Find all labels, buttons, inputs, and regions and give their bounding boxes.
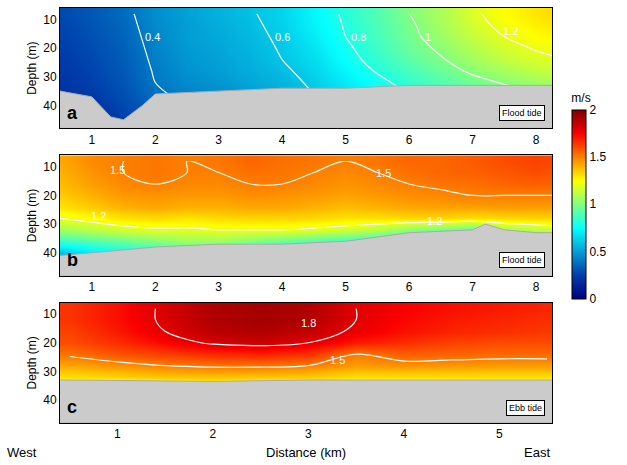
svg-text:1.5: 1.5: [330, 354, 345, 366]
svg-text:1.2: 1.2: [427, 215, 442, 227]
svg-text:2: 2: [152, 133, 159, 147]
svg-text:Distance (km): Distance (km): [266, 445, 346, 460]
svg-text:8: 8: [533, 133, 540, 147]
svg-text:8: 8: [533, 280, 540, 294]
svg-text:2: 2: [210, 427, 217, 441]
svg-text:5: 5: [342, 280, 349, 294]
svg-text:10: 10: [43, 307, 57, 321]
svg-text:40: 40: [43, 99, 57, 113]
svg-text:1.5: 1.5: [589, 150, 606, 164]
svg-text:0.6: 0.6: [275, 31, 290, 43]
svg-text:7: 7: [469, 133, 476, 147]
svg-text:30: 30: [43, 365, 57, 379]
svg-text:0.8: 0.8: [351, 31, 366, 43]
svg-text:3: 3: [215, 280, 222, 294]
svg-text:30: 30: [43, 217, 57, 231]
svg-text:5: 5: [496, 427, 503, 441]
svg-text:2: 2: [152, 280, 159, 294]
svg-text:1: 1: [88, 280, 95, 294]
svg-text:1: 1: [589, 197, 596, 211]
svg-text:Flood tide: Flood tide: [502, 255, 542, 265]
svg-text:1.2: 1.2: [503, 25, 518, 37]
svg-text:Depth (m): Depth (m): [25, 336, 39, 389]
svg-text:40: 40: [43, 393, 57, 407]
svg-text:1.5: 1.5: [376, 167, 391, 179]
svg-text:0.5: 0.5: [589, 245, 606, 259]
svg-text:m/s: m/s: [571, 91, 590, 105]
svg-text:1: 1: [88, 133, 95, 147]
svg-text:6: 6: [406, 133, 413, 147]
svg-text:Flood tide: Flood tide: [502, 108, 542, 118]
svg-text:b: b: [67, 250, 78, 270]
svg-text:0: 0: [589, 292, 596, 306]
svg-text:10: 10: [43, 160, 57, 174]
svg-text:10: 10: [43, 13, 57, 27]
svg-text:30: 30: [43, 70, 57, 84]
svg-text:a: a: [67, 103, 78, 123]
svg-text:3: 3: [305, 427, 312, 441]
svg-text:1.2: 1.2: [91, 210, 106, 222]
svg-text:20: 20: [43, 41, 57, 55]
svg-text:5: 5: [342, 133, 349, 147]
svg-text:3: 3: [215, 133, 222, 147]
svg-text:4: 4: [279, 280, 286, 294]
svg-text:1: 1: [114, 427, 121, 441]
svg-text:40: 40: [43, 246, 57, 260]
svg-text:20: 20: [43, 336, 57, 350]
svg-text:4: 4: [401, 427, 408, 441]
svg-text:East: East: [524, 445, 550, 460]
svg-text:7: 7: [469, 280, 476, 294]
svg-text:1.5: 1.5: [110, 164, 125, 176]
svg-text:0.4: 0.4: [145, 31, 160, 43]
svg-text:1: 1: [425, 31, 431, 43]
svg-text:Depth (m): Depth (m): [25, 41, 39, 94]
svg-text:West: West: [7, 445, 37, 460]
svg-text:6: 6: [406, 280, 413, 294]
svg-text:1.8: 1.8: [301, 317, 316, 329]
svg-text:Depth (m): Depth (m): [25, 189, 39, 242]
svg-text:c: c: [67, 397, 77, 417]
svg-text:Ebb tide: Ebb tide: [509, 403, 542, 413]
svg-text:20: 20: [43, 189, 57, 203]
svg-text:4: 4: [279, 133, 286, 147]
svg-text:2: 2: [589, 103, 596, 117]
